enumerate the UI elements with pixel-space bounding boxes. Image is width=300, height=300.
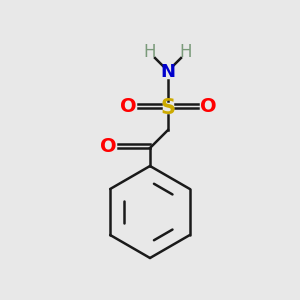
Text: H: H: [180, 43, 192, 61]
Text: O: O: [120, 98, 136, 116]
Text: O: O: [200, 98, 216, 116]
Text: H: H: [144, 43, 156, 61]
Text: O: O: [100, 136, 116, 155]
Text: N: N: [160, 63, 175, 81]
Text: S: S: [160, 98, 175, 118]
